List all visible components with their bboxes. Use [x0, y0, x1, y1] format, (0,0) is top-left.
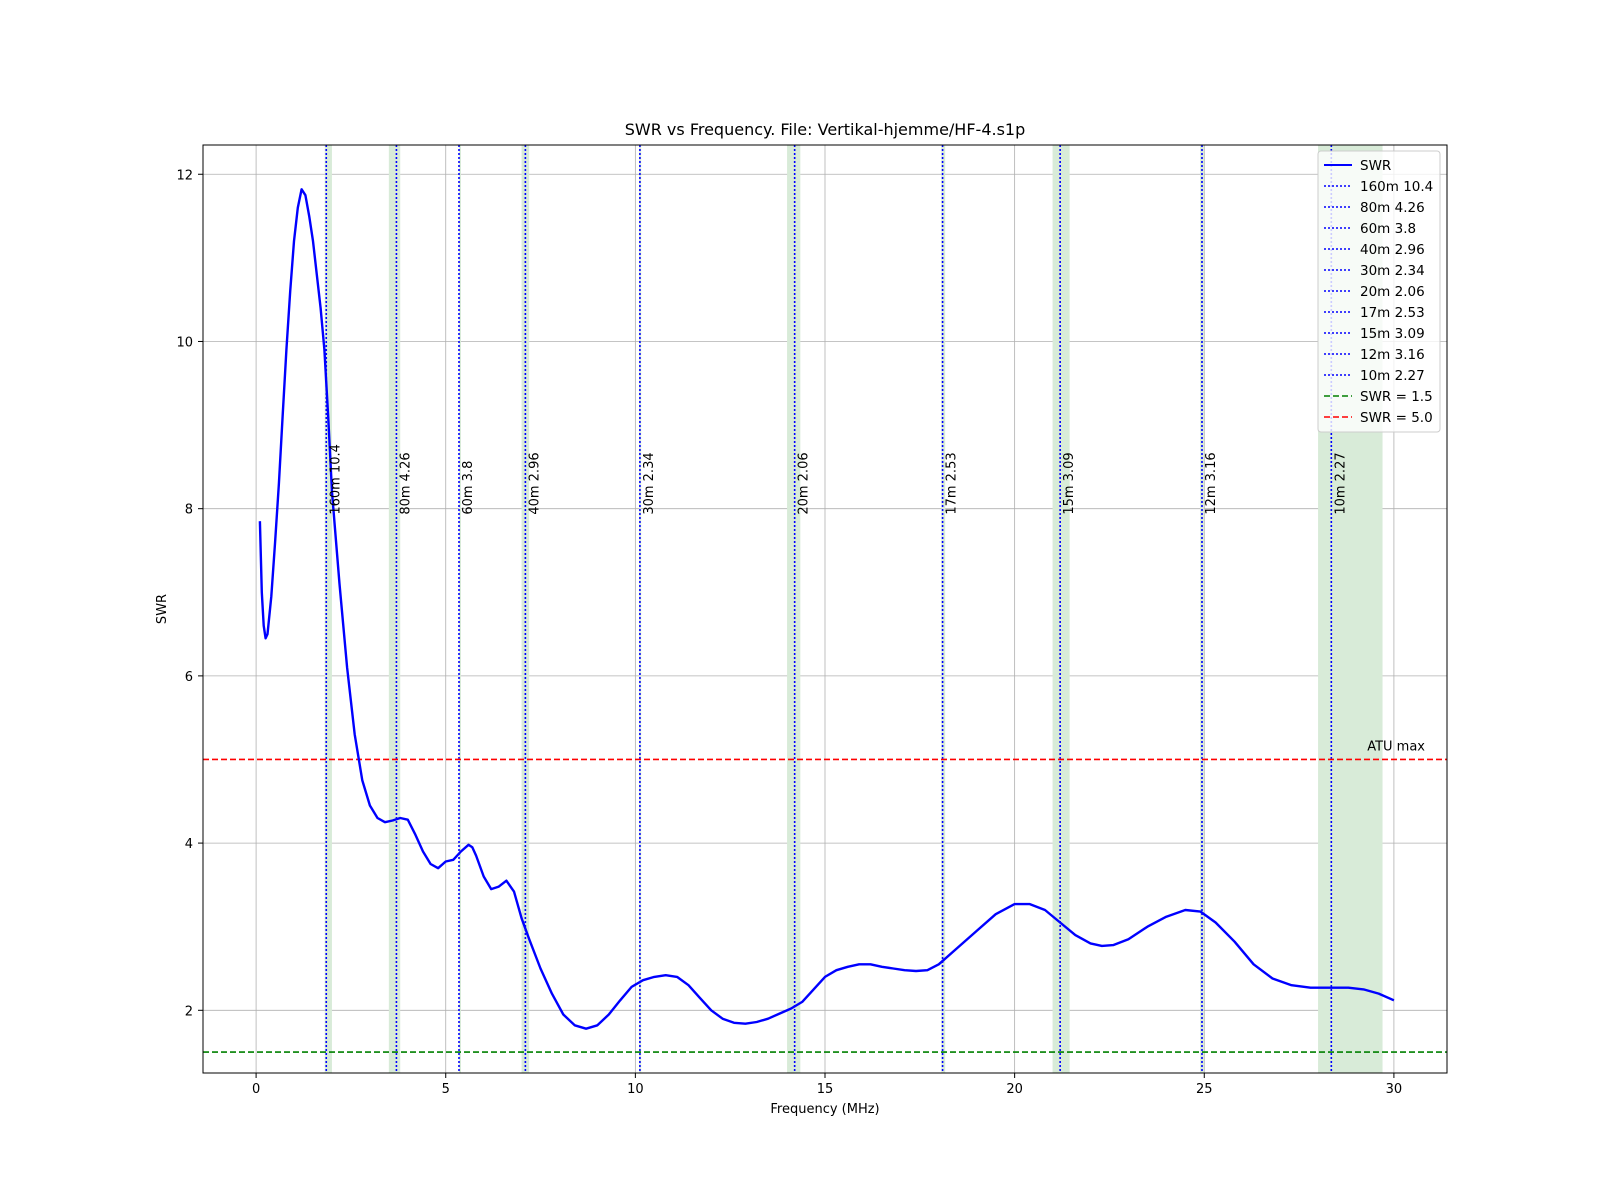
band-shade [324, 145, 332, 1073]
band-label: 20m 2.06 [797, 452, 812, 514]
legend-entry-label: 20m 2.06 [1360, 284, 1425, 300]
legend-entry-label: 30m 2.34 [1360, 263, 1425, 279]
band-shading [324, 145, 1383, 1073]
legend-entry-label: 10m 2.27 [1360, 368, 1425, 384]
band-shade [1052, 145, 1070, 1073]
y-tick-label: 6 [185, 670, 193, 685]
band-label: 10m 2.27 [1333, 452, 1348, 514]
axis-ticks: 0 5 10 15 20 25 30 2 4 6 8 10 12 [176, 168, 1402, 1097]
x-tick-label: 15 [817, 1082, 834, 1097]
legend-entry-label: SWR = 1.5 [1360, 389, 1433, 405]
legend-entry-label: 12m 3.16 [1360, 347, 1425, 363]
band-shade [388, 145, 401, 1073]
band-label: 30m 2.34 [642, 452, 657, 514]
band-label: 80m 4.26 [398, 452, 413, 514]
x-tick-label: 20 [1006, 1082, 1023, 1097]
band-labels: 160m 10.4 80m 4.26 60m 3.8 40m 2.96 30m 2.34… [328, 444, 1348, 515]
band-label: 15m 3.09 [1062, 452, 1077, 514]
y-tick-label: 8 [185, 503, 193, 518]
x-tick-label: 5 [442, 1082, 450, 1097]
legend-entry-label: SWR = 5.0 [1360, 410, 1433, 426]
band-center-lines [325, 145, 1333, 1073]
legend-entry-label: 40m 2.96 [1360, 242, 1425, 258]
x-tick-label: 30 [1386, 1082, 1403, 1097]
legend-entry-label: 15m 3.09 [1360, 326, 1425, 342]
x-tick-label: 10 [627, 1082, 644, 1097]
x-tick-label: 0 [252, 1082, 260, 1097]
y-tick-label: 4 [185, 837, 193, 852]
y-tick-label: 12 [176, 168, 193, 183]
y-tick-label: 10 [176, 335, 193, 350]
x-tick-label: 25 [1196, 1082, 1213, 1097]
legend-entry-label: 160m 10.4 [1360, 179, 1433, 195]
y-axis-title: SWR [155, 594, 170, 624]
band-label: 60m 3.8 [461, 461, 476, 515]
legend-entry-label: SWR [1360, 158, 1391, 174]
reference-lines: ATU max [203, 739, 1447, 1053]
y-tick-label: 2 [185, 1004, 193, 1019]
band-label: 17m 2.53 [945, 452, 960, 514]
band-label: 160m 10.4 [328, 444, 343, 515]
grid [203, 145, 1447, 1073]
legend-entry-label: 60m 3.8 [1360, 221, 1416, 237]
band-label: 40m 2.96 [527, 452, 542, 514]
band-label: 12m 3.16 [1204, 452, 1219, 514]
band-shade [787, 145, 801, 1073]
series [258, 188, 1395, 1030]
x-axis-title: Frequency (MHz) [770, 1102, 879, 1117]
band-shade [459, 145, 462, 1073]
legend-entry-label: 17m 2.53 [1360, 305, 1425, 321]
legend-box [1317, 150, 1441, 433]
legend: SWR 160m 10.4 80m 4.26 60m 3.8 40m 2.96 3… [1317, 150, 1441, 433]
legend-entry-label: 80m 4.26 [1360, 200, 1425, 216]
chart-title: SWR vs Frequency. File: Vertikal-hjemme/… [625, 120, 1026, 139]
atu-max-label: ATU max [1367, 739, 1425, 754]
swr-line [258, 188, 1395, 1030]
